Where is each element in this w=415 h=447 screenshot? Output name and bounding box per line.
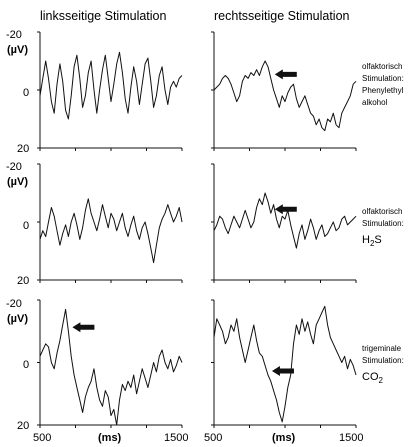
y-tick-top-row1: -20 xyxy=(6,29,22,41)
y-unit-row2: (µV) xyxy=(7,176,28,188)
y-tick-bottom-row2: 20 xyxy=(17,275,29,287)
y-unit-row1: (µV) xyxy=(7,44,28,56)
x-tick-500-left: 500 xyxy=(33,432,51,444)
stimulus-label-row2-line2: Stimulation: xyxy=(362,219,404,228)
y-tick-bottom-row1: 20 xyxy=(17,143,29,155)
y-tick-top-row2: -20 xyxy=(6,161,22,173)
erp-trace-r3c1 xyxy=(39,308,183,426)
y-tick-bottom-row3: 20 xyxy=(17,420,29,432)
panel-r2c2 xyxy=(211,163,357,283)
panel-r1c2 xyxy=(211,31,357,151)
panel-r3c2 xyxy=(211,299,357,428)
erp-trace-r1c1 xyxy=(39,51,183,120)
stimulus-label-row2-line1: olfaktorisch xyxy=(362,207,402,216)
arrow-marker-r2c2 xyxy=(274,204,297,215)
panels-group xyxy=(37,31,357,428)
y-tick-zero-row2: 0 xyxy=(23,220,29,232)
stimulus-label-row2-line3: H2S xyxy=(362,234,382,248)
y-unit-row3: (µV) xyxy=(7,313,28,325)
stimulus-label-row1-line1: olfaktorisch xyxy=(362,62,402,71)
erp-trace-r3c2 xyxy=(213,305,357,423)
x-tick-1500-left: 1500 xyxy=(164,432,188,444)
panel-r3c1 xyxy=(37,299,183,428)
x-tick-500-right: 500 xyxy=(204,432,222,444)
column-title-right: rechtsseitige Stimulation xyxy=(214,9,350,23)
panel-r2c1 xyxy=(37,163,183,283)
y-tick-top-row3: -20 xyxy=(6,298,22,310)
x-unit-left: (ms) xyxy=(98,432,122,444)
y-tick-zero-row3: 0 xyxy=(23,359,29,371)
stimulus-label-row3-line2: Stimulation: xyxy=(362,356,404,365)
y-tick-zero-row1: 0 xyxy=(23,87,29,99)
stimulus-label-row3-line1: trigeminale xyxy=(362,344,402,353)
stimulus-label-row1-line3: Phenylethyl xyxy=(362,86,404,95)
stimulus-label-row1-line4: alkohol xyxy=(362,98,388,107)
x-unit-right: (ms) xyxy=(272,432,296,444)
erp-trace-r2c1 xyxy=(39,198,183,264)
erp-trace-r2c2 xyxy=(213,192,357,249)
stimulus-label-row1-line2: Stimulation: xyxy=(362,74,404,83)
arrow-marker-r3c1 xyxy=(72,322,95,333)
stimulus-label-row3-line3: CO2 xyxy=(362,371,384,385)
arrow-marker-r1c2 xyxy=(274,69,297,80)
x-tick-1500-right: 1500 xyxy=(339,432,363,444)
panel-r1c1 xyxy=(37,31,183,151)
column-title-left: linksseitige Stimulation xyxy=(40,9,166,23)
arrow-marker-r3c2 xyxy=(271,366,294,376)
erp-trace-r1c2 xyxy=(213,60,357,132)
